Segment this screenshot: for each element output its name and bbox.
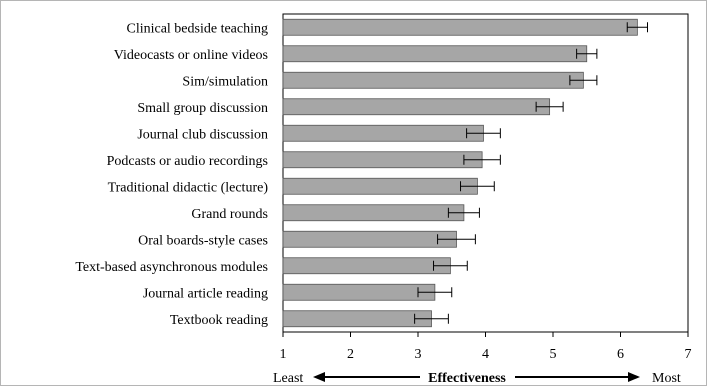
x-axis-title: Effectiveness: [428, 371, 506, 386]
error-bar: [460, 181, 495, 192]
category-label: Small group discussion: [137, 101, 268, 116]
category-label: Videocasts or online videos: [114, 48, 268, 63]
x-axis-title-group: Least Effectiveness Most: [273, 371, 681, 386]
x-ticks-group: 1 2 3 4 5 6 7: [280, 332, 692, 362]
bars-group: [282, 18, 648, 328]
x-axis-least-label: Least: [273, 371, 303, 386]
bar: [282, 283, 436, 301]
bar: [282, 310, 432, 328]
category-label: Podcasts or audio recordings: [107, 154, 268, 169]
left-arrow-head: [313, 372, 325, 382]
bar: [282, 18, 638, 36]
category-label: Text-based asynchronous modules: [75, 260, 268, 275]
category-label: Traditional didactic (lecture): [108, 180, 269, 195]
error-bar: [414, 313, 449, 324]
error-bar: [433, 260, 468, 271]
x-axis-most-label: Most: [652, 371, 681, 386]
bar: [282, 45, 588, 63]
bar: [282, 98, 551, 116]
error-bar: [626, 22, 648, 33]
right-arrow-head: [628, 372, 640, 382]
error-bar: [466, 128, 501, 139]
category-label: Sim/simulation: [182, 74, 268, 89]
bar: [282, 71, 584, 89]
error-bar: [569, 75, 598, 86]
bar: [282, 204, 465, 222]
category-label: Oral boards-style cases: [138, 233, 268, 248]
bar: [282, 151, 483, 169]
x-tick-label: 3: [415, 347, 422, 362]
error-bar: [417, 287, 453, 298]
category-label: Textbook reading: [170, 313, 268, 328]
error-bar: [535, 101, 564, 112]
x-tick-label: 6: [617, 347, 624, 362]
category-label: Clinical bedside teaching: [126, 21, 268, 36]
category-labels-group: Clinical bedside teaching Videocasts or o…: [75, 21, 268, 328]
error-bar: [437, 234, 476, 245]
bar: [282, 230, 457, 248]
bar: [282, 257, 451, 275]
x-tick-label: 2: [347, 347, 354, 362]
bar: [282, 177, 478, 195]
plot-area: [282, 13, 689, 333]
x-tick-label: 1: [280, 347, 287, 362]
category-label: Journal article reading: [143, 286, 268, 301]
category-label: Journal club discussion: [137, 127, 268, 142]
category-label: Grand rounds: [191, 207, 268, 222]
x-tick-label: 4: [482, 347, 489, 362]
error-bar: [463, 154, 501, 165]
x-tick-label: 7: [685, 347, 692, 362]
x-tick-label: 5: [550, 347, 557, 362]
bar: [282, 124, 484, 142]
error-bar: [576, 48, 598, 59]
error-bar: [447, 207, 480, 218]
